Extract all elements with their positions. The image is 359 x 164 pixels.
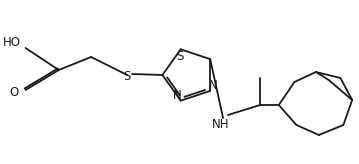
Text: S: S (176, 50, 183, 63)
Text: O: O (9, 86, 19, 100)
Text: HO: HO (3, 37, 20, 50)
Text: N: N (173, 89, 182, 102)
Text: NH: NH (211, 117, 229, 131)
Text: S: S (123, 70, 131, 82)
Text: N: N (209, 79, 218, 92)
